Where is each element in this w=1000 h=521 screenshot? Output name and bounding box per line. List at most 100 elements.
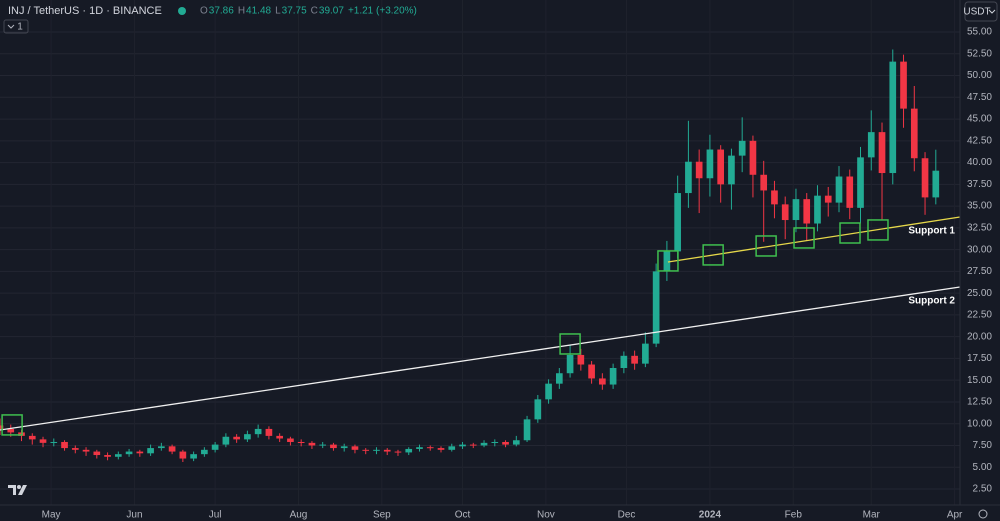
highlight-box: [657, 250, 679, 272]
symbol[interactable]: INJ / TetherUS · 1D · BINANCE: [8, 5, 162, 17]
candle-body: [910, 108, 918, 159]
change: +1.21 (+3.20%): [348, 6, 417, 17]
x-tick-label: Aug: [290, 510, 308, 521]
y-tick-label: 15.00: [967, 375, 992, 386]
y-tick-label: 5.00: [973, 462, 993, 473]
candle-body: [878, 132, 886, 174]
candle-body: [889, 61, 897, 174]
candle-body: [749, 140, 757, 175]
x-tick-label: Nov: [537, 510, 555, 521]
candle-body: [781, 204, 789, 221]
annotation: Support 1: [908, 226, 955, 237]
candle-body: [685, 161, 692, 194]
ohlc-value: 41.48: [246, 6, 271, 17]
candle-body: [545, 383, 552, 400]
settings-icon[interactable]: [978, 509, 988, 519]
candle-body: [771, 190, 778, 205]
candle-body: [39, 439, 47, 443]
candle-body: [254, 428, 262, 435]
ohlc-value: 37.86: [209, 6, 234, 17]
candle-body: [599, 378, 606, 385]
candle-body: [900, 61, 907, 109]
highlight-box: [559, 333, 581, 355]
candle-body: [512, 440, 520, 445]
candle-body: [674, 193, 681, 252]
y-tick-label: 47.50: [967, 92, 992, 103]
candle-body: [588, 364, 595, 379]
candle-body: [50, 441, 58, 443]
candle-body: [459, 444, 466, 447]
candle-body: [491, 441, 499, 443]
highlight-box: [793, 227, 815, 249]
candle-body: [426, 447, 434, 449]
y-tick-label: 20.00: [967, 331, 992, 342]
candle-body: [383, 449, 391, 452]
candle-body: [760, 174, 768, 191]
candle-body: [835, 176, 843, 203]
trend-line: [0, 286, 961, 431]
candle-body: [7, 428, 15, 433]
x-tick-label: Sep: [373, 510, 391, 521]
annotation: Support 2: [908, 296, 955, 307]
currency: USDT: [963, 7, 990, 18]
candle-body: [125, 451, 133, 455]
candle-body: [147, 448, 154, 454]
candle-body: [738, 140, 746, 156]
candle-body: [319, 444, 327, 446]
x-tick-label: May: [42, 510, 61, 521]
candle-body: [448, 446, 456, 450]
y-tick-label: 37.50: [967, 179, 992, 190]
candle-body: [921, 158, 929, 198]
y-tick-label: 25.00: [967, 288, 992, 299]
candle-body: [405, 448, 413, 453]
candle-body: [706, 149, 714, 179]
ohlc-label: O: [200, 6, 208, 17]
x-tick-label: Oct: [455, 510, 471, 521]
y-tick-label: 32.50: [967, 223, 992, 234]
candle-body: [824, 195, 832, 203]
ohlc-label: H: [238, 6, 245, 17]
candle-body: [287, 438, 294, 442]
x-tick-label: Feb: [785, 510, 803, 521]
candle-body: [717, 149, 725, 185]
candle-body: [695, 161, 703, 179]
y-tick-label: 42.50: [967, 135, 992, 146]
candle-body: [244, 434, 251, 440]
candle-body: [566, 354, 574, 374]
candle-body: [71, 448, 79, 450]
candle-body: [93, 451, 101, 456]
y-tick-label: 7.50: [973, 440, 993, 451]
grid: [0, 31, 960, 490]
candle-body: [523, 419, 531, 441]
y-tick-label: 22.50: [967, 310, 992, 321]
candle-body: [867, 132, 875, 158]
candle-body: [179, 451, 187, 459]
candle-body: [104, 455, 111, 457]
candle-body: [276, 435, 283, 439]
highlight-box: [702, 244, 724, 266]
candle-body: [534, 399, 542, 420]
candle-body: [265, 428, 273, 436]
y-tick-label: 52.50: [967, 48, 992, 59]
candle-body: [792, 199, 800, 221]
candle-body: [437, 448, 445, 450]
candle-body: [308, 442, 316, 446]
candle-body: [82, 449, 90, 452]
candle-body: [555, 373, 563, 384]
candle-body: [846, 176, 854, 208]
x-tick-label: Mar: [863, 510, 881, 521]
interval-badge[interactable]: [3, 19, 29, 34]
y-tick-label: 12.50: [967, 397, 992, 408]
status-dot: [178, 7, 186, 15]
candle-body: [502, 441, 509, 445]
highlight-box: [867, 219, 889, 241]
currency-button[interactable]: [964, 1, 998, 22]
candle-body: [631, 355, 638, 364]
candle-body: [932, 170, 940, 198]
highlight-box: [755, 235, 777, 257]
highlight-box: [1, 414, 23, 436]
interval-badge-text: 1: [17, 22, 23, 33]
candle-body: [609, 368, 617, 385]
header: INJ / TetherUS · 1D · BINANCE 1 O 37.86 H 4…: [3, 5, 417, 34]
